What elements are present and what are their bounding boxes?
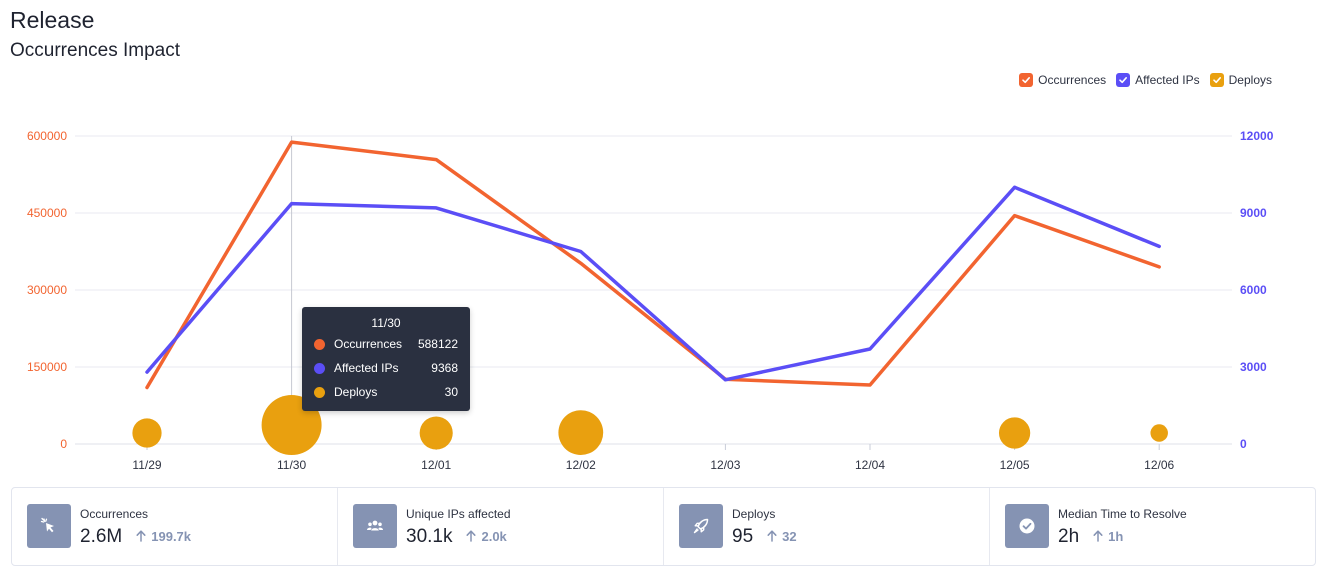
tooltip-row-deploys: Deploys 30 [302,380,470,404]
y-left-tick-label: 450000 [27,206,67,220]
tooltip-value: 30 [444,385,458,399]
legend-item-deploys[interactable]: Deploys [1209,73,1272,87]
legend-label: Deploys [1228,73,1272,87]
chart-legend: Occurrences Affected IPs Deploys [1019,73,1272,87]
x-tick-label: 12/02 [566,458,596,472]
stat-value: 2h [1058,526,1080,547]
check-circle-icon [1005,504,1049,548]
stat-value: 2.6M [80,526,123,547]
x-tick-label: 12/06 [1144,458,1174,472]
y-right-tick-label: 12000 [1240,129,1274,143]
y-right-tick-label: 6000 [1240,283,1267,297]
stat-label: Median Time to Resolve [1058,507,1187,521]
stat-change-value: 1h [1108,528,1124,544]
stat-change: 2.0k [466,528,507,544]
y-right-tick-label: 3000 [1240,360,1267,374]
arrow-up-icon [136,530,146,542]
series-dot-icon [314,386,325,398]
occurrences-impact-chart[interactable]: 0 0 150000 3000 300000 6000 450000 9000 600000 12… [0,0,1328,480]
legend-item-occurrences[interactable]: Occurrences [1019,73,1106,87]
chart-tooltip: 11/30 Occurrences 588122 Affected IPs 93… [302,307,470,411]
checkbox-checked-icon[interactable] [1209,73,1224,87]
arrow-up-icon [767,530,777,542]
x-tick-label: 12/03 [710,458,740,472]
stat-change: 199.7k [136,529,191,544]
tooltip-title: 11/30 [371,316,401,330]
stat-value-row: 2h 1h [1058,526,1123,548]
x-tick-label: 11/30 [277,458,306,472]
tooltip-row-affected-ips: Affected IPs 9368 [302,356,470,380]
stat-change-value: 32 [782,528,797,544]
y-left-tick-label: 0 [60,437,67,451]
tooltip-value: 588122 [417,337,458,351]
tooltip-label: Occurrences [334,337,403,351]
tooltip-label: Affected IPs [334,361,399,375]
stat-median-time-to-resolve: Median Time to Resolve 2h 1h [990,488,1315,565]
y-right-tick-label: 9000 [1240,206,1267,220]
stat-change: 1h [1093,529,1123,544]
stat-occurrences: Occurrences 2.6M 199.7k [12,488,338,565]
stat-value: 95 [732,526,754,547]
deploy-bubble [1150,424,1168,442]
stat-value-row: 2.6M 199.7k [80,526,191,548]
series-dot-icon [314,362,325,374]
x-tick-label: 12/01 [421,458,451,472]
deploy-bubble [132,418,162,448]
legend-label: Occurrences [1038,73,1107,87]
series-line-occurrences [145,140,1161,390]
stats-bar: Occurrences 2.6M 199.7k U [11,487,1316,566]
arrow-up-icon [466,530,477,542]
cursor-click-icon [27,504,71,548]
deploy-bubble [419,416,453,450]
stat-unique-ips: Unique IPs affected 30.1k 2.0k [338,488,664,565]
x-tick-label: 11/29 [132,458,161,472]
deploy-bubble [558,410,604,456]
y-right-tick-label: 0 [1240,437,1247,451]
stat-value: 30.1k [406,526,453,547]
tooltip-row-occurrences: Occurrences 588122 [302,332,470,356]
stat-value-row: 30.1k 2.0k [406,526,507,548]
x-tick-label: 12/05 [1000,458,1030,472]
stat-deploys: Deploys 95 32 [664,488,990,565]
series-dot-icon [314,338,325,350]
page-title: Release [10,7,95,33]
stat-value-row: 95 32 [732,526,797,548]
tooltip-label: Deploys [334,385,378,399]
legend-label: Affected IPs [1135,73,1200,87]
checkbox-checked-icon[interactable] [1116,73,1131,87]
y-left-tick-label: 150000 [27,360,67,374]
stat-label: Occurrences [80,507,149,521]
legend-item-affected-ips[interactable]: Affected IPs [1116,73,1200,87]
users-icon [353,504,397,548]
stat-change-value: 199.7k [151,528,192,544]
stat-change-value: 2.0k [481,528,507,544]
x-tick-label: 12/04 [855,458,885,472]
y-left-tick-label: 300000 [27,283,67,297]
stat-change: 32 [767,528,797,544]
rocket-icon [679,504,723,548]
tooltip-value: 9368 [431,361,458,375]
chart-title: Occurrences Impact [10,40,180,61]
stat-label: Unique IPs affected [406,507,511,521]
checkbox-checked-icon[interactable] [1019,73,1034,87]
y-left-tick-label: 600000 [27,129,67,143]
arrow-up-icon [1093,530,1103,542]
series-line-affected-ips [145,185,1161,382]
stat-label: Deploys [732,507,776,521]
deploy-bubble [998,417,1031,449]
